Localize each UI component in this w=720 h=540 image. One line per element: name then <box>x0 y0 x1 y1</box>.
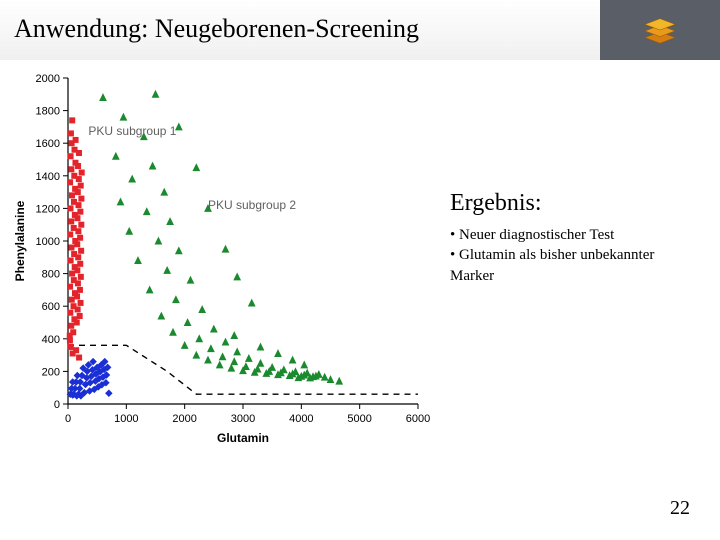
svg-text:800: 800 <box>42 269 60 281</box>
svg-text:2000: 2000 <box>36 73 60 85</box>
annotation-pku-subgroup-2: PKU subgroup 2 <box>208 198 296 212</box>
svg-text:3000: 3000 <box>231 413 255 425</box>
svg-text:1600: 1600 <box>36 138 60 150</box>
svg-text:2000: 2000 <box>172 413 196 425</box>
svg-text:1800: 1800 <box>36 106 60 118</box>
result-heading: Ergebnis: <box>450 190 700 217</box>
annotation-pku-subgroup-1: PKU subgroup 1 <box>88 124 176 138</box>
svg-text:200: 200 <box>42 366 60 378</box>
svg-text:1000: 1000 <box>114 413 138 425</box>
slide-content: 0 1000 2000 3000 4000 5000 6000 0 200 400 600 800 10… <box>0 60 720 490</box>
svg-text:400: 400 <box>42 334 60 346</box>
stacked-cubes-icon <box>641 13 679 47</box>
result-block: Ergebnis: Neuer diagnostischer Test Glut… <box>450 190 700 286</box>
svg-text:600: 600 <box>42 301 60 313</box>
page-title: Anwendung: Neugeborenen-Screening <box>14 14 419 44</box>
svg-text:6000: 6000 <box>406 413 430 425</box>
result-list: Neuer diagnostischer Test Glutamin als b… <box>450 225 700 286</box>
slide-header: Anwendung: Neugeborenen-Screening <box>0 0 720 60</box>
scatter-chart: 0 1000 2000 3000 4000 5000 6000 0 200 400 600 800 10… <box>10 70 430 450</box>
svg-text:1000: 1000 <box>36 236 60 248</box>
page-number: 22 <box>670 497 690 520</box>
svg-text:0: 0 <box>65 413 71 425</box>
result-item: Neuer diagnostischer Test <box>450 225 700 245</box>
result-item: Glutamin als bisher unbekannter Marker <box>450 245 700 286</box>
svg-text:0: 0 <box>54 399 60 411</box>
svg-text:Glutamin: Glutamin <box>217 431 269 445</box>
logo-band <box>600 0 720 60</box>
svg-text:Phenylalanine: Phenylalanine <box>13 200 27 281</box>
svg-text:1400: 1400 <box>36 171 60 183</box>
svg-text:4000: 4000 <box>289 413 313 425</box>
svg-text:1200: 1200 <box>36 203 60 215</box>
svg-text:5000: 5000 <box>347 413 371 425</box>
